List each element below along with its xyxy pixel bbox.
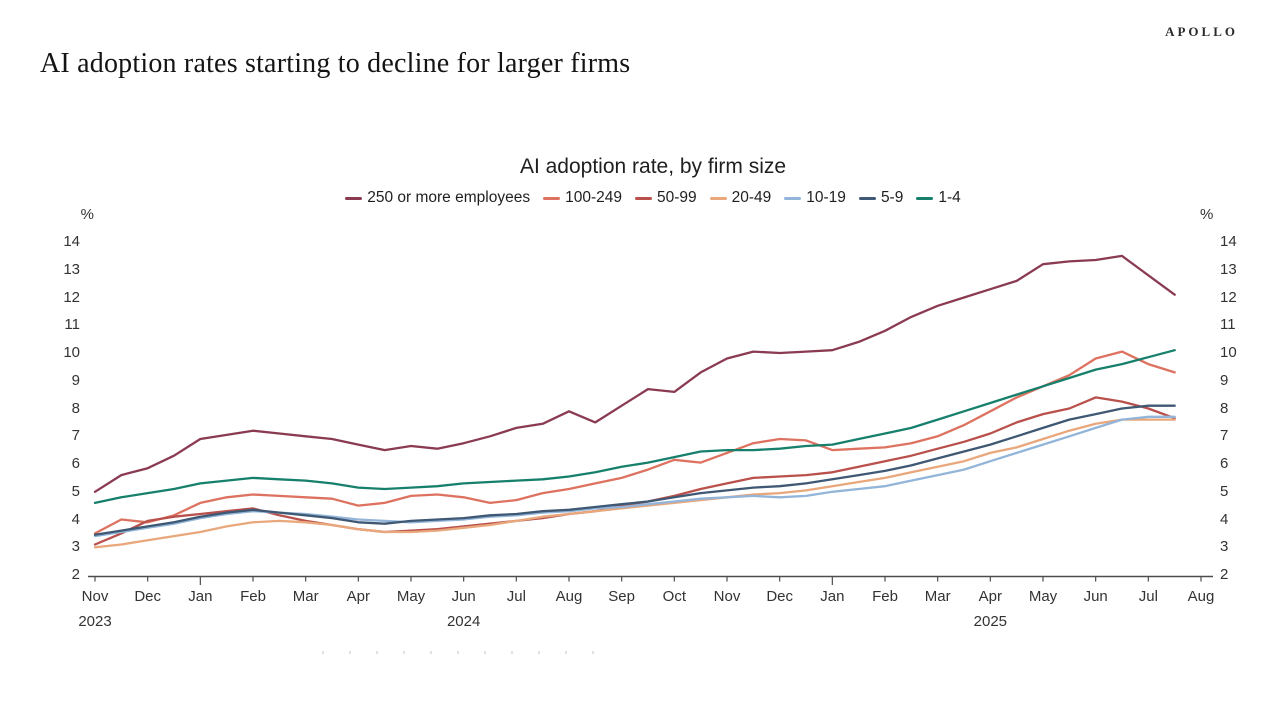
x-tick-label: Dec xyxy=(766,588,793,605)
y-tick-label-left: 6 xyxy=(71,455,80,472)
x-tick-label: Sep xyxy=(608,588,635,605)
y-tick-label-left: 12 xyxy=(63,288,80,306)
y-tick-label-left: 4 xyxy=(71,510,80,528)
x-tick-label: Jan xyxy=(188,588,213,605)
y-tick-label-right: 3 xyxy=(1220,538,1229,556)
x-tick-label: Nov xyxy=(713,588,741,605)
legend-swatch xyxy=(784,196,802,200)
y-tick-label-left: 2 xyxy=(71,566,80,583)
y-tick-label-right: 2 xyxy=(1220,566,1229,583)
year-label: 2023 xyxy=(78,613,112,630)
x-tick-label: Jul xyxy=(1138,588,1158,605)
series-line xyxy=(93,349,1176,505)
y-axis-unit-left: % xyxy=(80,206,94,223)
legend-label: 10-19 xyxy=(806,189,846,206)
y-axis-unit-right: % xyxy=(1200,206,1214,223)
legend-swatch xyxy=(858,196,876,200)
legend-label: 1-4 xyxy=(938,189,961,206)
y-tick-label-right: 6 xyxy=(1220,455,1229,472)
y-tick-label-left: 11 xyxy=(64,316,80,334)
series-line xyxy=(93,415,1176,538)
y-tick-label-left: 7 xyxy=(71,427,80,445)
legend-swatch xyxy=(345,196,363,200)
legend-item: 10-19 xyxy=(784,189,846,207)
y-tick-label-left: 13 xyxy=(63,260,80,278)
x-tick-label: May xyxy=(396,588,426,605)
x-tick-label: May xyxy=(1028,588,1058,605)
y-tick-label-right: 8 xyxy=(1220,399,1229,417)
x-tick-label: Nov xyxy=(81,588,109,605)
page-title: AI adoption rates starting to decline fo… xyxy=(40,48,631,79)
x-tick-label: Jun xyxy=(451,588,476,605)
y-tick-label-right: 7 xyxy=(1220,427,1229,445)
series-line xyxy=(93,404,1176,536)
legend-label: 50-99 xyxy=(656,189,697,206)
x-tick-label: Apr xyxy=(978,588,1002,605)
y-tick-label-left: 5 xyxy=(71,482,80,500)
legend-swatch xyxy=(634,196,652,200)
legend-item: 50-99 xyxy=(634,189,697,207)
y-tick-label-left: 10 xyxy=(63,344,80,361)
legend-swatch xyxy=(709,196,727,200)
x-tick-label: Dec xyxy=(134,588,161,605)
series-line xyxy=(93,350,1176,535)
x-tick-label: Oct xyxy=(662,588,686,605)
x-tick-label: Apr xyxy=(346,588,370,605)
y-tick-label-right: 13 xyxy=(1220,260,1237,278)
legend-item: 20-49 xyxy=(709,189,772,207)
x-tick-label: Aug xyxy=(555,588,583,605)
y-tick-label-right: 12 xyxy=(1220,288,1237,306)
y-tick-label-left: 8 xyxy=(71,399,80,417)
legend-item: 250 or more employees xyxy=(345,189,530,207)
x-tick-label: Jan xyxy=(820,588,845,605)
apollo-logo: APOLLO xyxy=(1165,24,1238,39)
x-tick-label: Feb xyxy=(872,588,898,605)
y-tick-label-left: 3 xyxy=(71,538,80,556)
legend-label: 20-49 xyxy=(731,189,772,206)
y-tick-label-left: 14 xyxy=(63,233,80,250)
legend-swatch xyxy=(543,196,561,200)
y-tick-label-right: 5 xyxy=(1220,482,1229,500)
legend-label: 100-249 xyxy=(565,189,622,206)
y-tick-label-right: 10 xyxy=(1220,344,1237,361)
chart-title: AI adoption rate, by firm size xyxy=(519,155,787,178)
x-tick-label: Jun xyxy=(1083,588,1108,605)
faded-source-note xyxy=(322,651,604,654)
legend-item: 100-249 xyxy=(543,189,622,207)
legend-item: 1-4 xyxy=(916,189,961,207)
series-line xyxy=(93,418,1176,549)
x-tick-label: Aug xyxy=(1187,588,1215,605)
x-tick-label: Jul xyxy=(506,588,526,605)
y-tick-label-right: 11 xyxy=(1220,316,1236,334)
legend-label: 250 or more employees xyxy=(367,189,531,206)
legend-label: 5-9 xyxy=(880,189,904,206)
y-tick-label-right: 14 xyxy=(1220,233,1237,250)
y-tick-label-right: 4 xyxy=(1220,510,1229,528)
y-tick-label-right: 9 xyxy=(1220,371,1229,389)
legend-swatch xyxy=(916,196,934,200)
year-label: 2025 xyxy=(973,613,1008,630)
x-tick-label: Feb xyxy=(240,588,266,605)
x-tick-label: Mar xyxy=(924,588,951,605)
legend-item: 5-9 xyxy=(858,189,904,207)
series-line xyxy=(93,254,1176,493)
y-tick-label-left: 9 xyxy=(71,371,80,389)
year-label: 2024 xyxy=(446,613,481,630)
chart-legend: 250 or more employees 100-249 50-99 20-49 10… xyxy=(88,189,1218,207)
x-tick-label: Mar xyxy=(292,588,319,605)
